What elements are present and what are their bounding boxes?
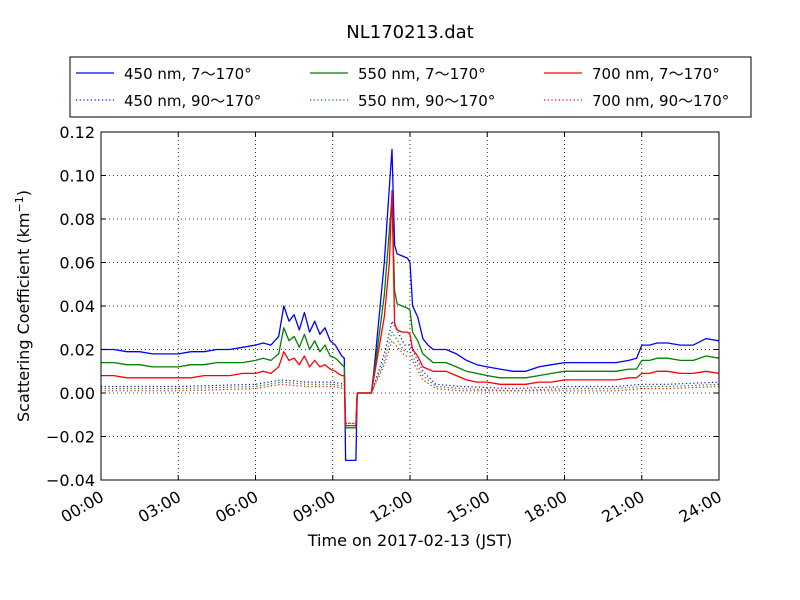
y-tick-label: 0.02 [59,341,95,360]
legend-label: 550 nm, 90～170° [358,92,495,110]
series-line [101,320,720,427]
series-line [101,331,720,424]
y-tick-label: 0.08 [59,210,95,229]
legend-label: 450 nm, 7～170° [124,65,252,83]
series-line [101,190,720,427]
y-tick-label: 0.00 [59,384,95,403]
y-axis-label-exponent: −1 [13,196,26,212]
x-axis-label: Time on 2017-02-13 (JST) [307,531,512,550]
series-line [101,196,720,429]
series-lines [101,148,720,462]
y-tick-label: 0.10 [59,167,95,186]
y-axis-label: Scattering Coefficient (km−1) [13,190,33,422]
y-tick-label: 0.06 [59,254,95,273]
legend-label: 700 nm, 90～170° [592,92,729,110]
y-tick-label: 0.04 [59,297,95,316]
y-axis-label-close: ) [14,190,33,196]
chart-title: NL170213.dat [346,22,473,43]
legend-label: 550 nm, 7～170° [358,65,486,83]
legend-label: 450 nm, 90～170° [124,92,261,110]
y-tick-label: −0.04 [46,471,95,490]
y-tick-label: 0.12 [59,123,95,142]
y-tick-label: −0.02 [46,428,95,447]
series-line [101,148,720,462]
legend-label: 700 nm, 7～170° [592,65,720,83]
legend-box [69,56,752,118]
legend: 450 nm, 7～170° 550 nm, 7～170° 700 nm, 7～17… [69,56,752,118]
y-axis-label-main: Scattering Coefficient (km [14,212,33,422]
